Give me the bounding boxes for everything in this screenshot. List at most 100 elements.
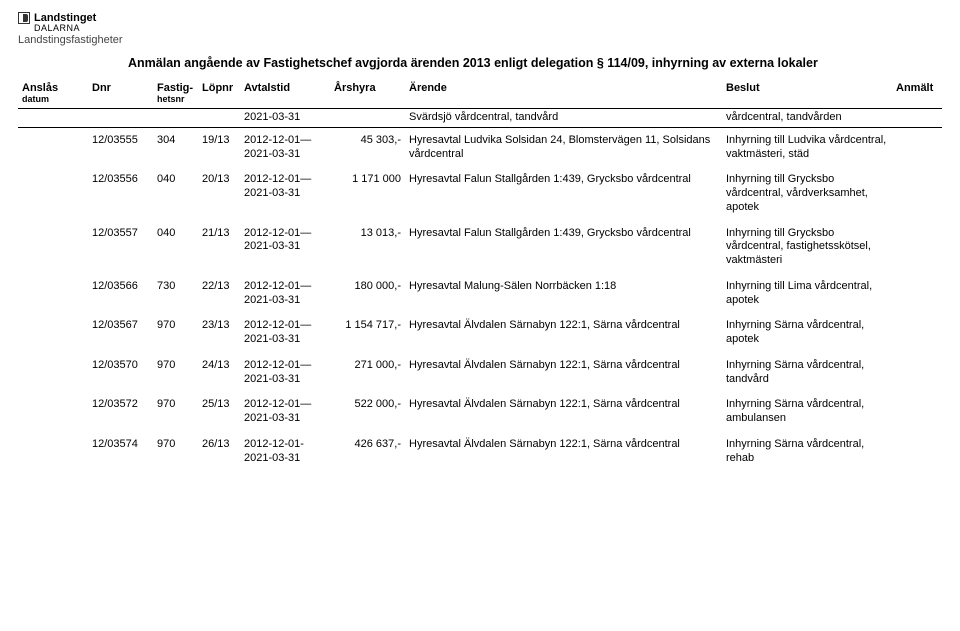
table-row: 12/0357097024/132012-12-01—2021-03-31271… [18,353,942,393]
cell-beslut: Inhyrning Särna vårdcentral, apotek [722,313,892,353]
cell-arende: Hyresavtal Älvdalen Särnabyn 122:1, Särn… [405,353,722,393]
cell-arende: Hyresavtal Älvdalen Särnabyn 122:1, Särn… [405,432,722,472]
cell-arende: Hyresavtal Falun Stallgården 1:439, Gryc… [405,167,722,220]
cell-anmalt [892,353,942,393]
th-anslas: Anslås datum [18,80,88,109]
cell-arshyra: 271 000,- [330,353,405,393]
cell-arende: Hyresavtal Malung-Sälen Norrbäcken 1:18 [405,274,722,314]
table-row: 12/0355530419/132012-12-01—2021-03-3145 … [18,127,942,167]
th-arende: Ärende [405,80,722,109]
cell-anslas [18,221,88,274]
cell-dnr: 12/03572 [88,392,153,432]
cell-anmalt [892,167,942,220]
cell-dnr: 12/03556 [88,167,153,220]
cell-anmalt [892,313,942,353]
cell-lopnr: 25/13 [198,392,240,432]
cell-dnr: 12/03555 [88,127,153,167]
th-fastig-l1: Fastig- [157,82,193,94]
cell-anmalt [892,127,942,167]
cell-anmalt [892,432,942,472]
th-anslas-l1: Anslås [22,82,58,94]
cell-avtal: 2012-12-01—2021-03-31 [240,313,330,353]
table-row: 12/0355704021/132012-12-01—2021-03-3113 … [18,221,942,274]
cell-arende: Hyresavtal Älvdalen Särnabyn 122:1, Särn… [405,313,722,353]
cell-arshyra: 522 000,- [330,392,405,432]
cell-fast: 970 [153,392,198,432]
cell-beslut: Inhyrning Särna vårdcentral, rehab [722,432,892,472]
cell-fast: 970 [153,353,198,393]
cell-arshyra: 180 000,- [330,274,405,314]
table-row: 12/0355604020/132012-12-01—2021-03-311 1… [18,167,942,220]
cell-lopnr: 22/13 [198,274,240,314]
th-lopnr: Löpnr [198,80,240,109]
cell-dnr: 12/03557 [88,221,153,274]
cell-dnr: 12/03570 [88,353,153,393]
cell-avtal: 2012-12-01—2021-03-31 [240,392,330,432]
th-avtalstid: Avtalstid [240,80,330,109]
cell-dnr: 12/03574 [88,432,153,472]
data-table: Anslås datum Dnr Fastig- hetsnr Löpnr Av… [18,80,942,471]
cell-fast: 040 [153,221,198,274]
cell-lopnr: 26/13 [198,432,240,472]
cell-dnr: 12/03567 [88,313,153,353]
cell-dnr: 12/03566 [88,274,153,314]
cell-anslas [18,432,88,472]
cell-avtal: 2012-12-01-2021-03-31 [240,432,330,472]
cell-lopnr: 24/13 [198,353,240,393]
cell-fast: 970 [153,313,198,353]
cont-arende: Svärdsjö vårdcentral, tandvård [405,109,722,128]
cell-avtal: 2012-12-01—2021-03-31 [240,274,330,314]
cell-arshyra: 45 303,- [330,127,405,167]
cell-anslas [18,353,88,393]
cell-arende: Hyresavtal Falun Stallgården 1:439, Gryc… [405,221,722,274]
cell-anslas [18,392,88,432]
cell-anslas [18,127,88,167]
logo-icon [18,12,30,24]
cell-anmalt [892,274,942,314]
cell-anslas [18,167,88,220]
th-beslut: Beslut [722,80,892,109]
cell-anmalt [892,221,942,274]
cell-avtal: 2012-12-01—2021-03-31 [240,127,330,167]
th-fastig: Fastig- hetsnr [153,80,198,109]
th-arshyra: Årshyra [330,80,405,109]
cell-lopnr: 21/13 [198,221,240,274]
cont-beslut: vårdcentral, tandvården [722,109,892,128]
cell-beslut: Inhyrning Särna vårdcentral, tandvård [722,353,892,393]
cell-anslas [18,313,88,353]
cell-beslut: Inhyrning till Grycksbo vårdcentral, vår… [722,167,892,220]
cell-beslut: Inhyrning till Ludvika vårdcentral, vakt… [722,127,892,167]
cell-lopnr: 23/13 [198,313,240,353]
cell-beslut: Inhyrning Särna vårdcentral, ambulansen [722,392,892,432]
th-dnr: Dnr [88,80,153,109]
th-fastig-l2: hetsnr [157,94,194,104]
cell-fast: 970 [153,432,198,472]
cell-fast: 040 [153,167,198,220]
table-header-row: Anslås datum Dnr Fastig- hetsnr Löpnr Av… [18,80,942,109]
cell-avtal: 2012-12-01—2021-03-31 [240,353,330,393]
cont-avtal: 2021-03-31 [240,109,330,128]
cell-fast: 730 [153,274,198,314]
table-row: 12/0356673022/132012-12-01—2021-03-31180… [18,274,942,314]
table-row: 12/0356797023/132012-12-01—2021-03-311 1… [18,313,942,353]
cell-beslut: Inhyrning till Grycksbo vårdcentral, fas… [722,221,892,274]
continuation-row: 2021-03-31 Svärdsjö vårdcentral, tandvår… [18,109,942,128]
cell-arshyra: 13 013,- [330,221,405,274]
logo-block: Landstinget DALARNA Landstingsfastighete… [18,12,942,46]
table-row: 12/0357497026/132012-12-01-2021-03-31426… [18,432,942,472]
cell-fast: 304 [153,127,198,167]
th-anslas-l2: datum [22,94,84,104]
table-row: 12/0357297025/132012-12-01—2021-03-31522… [18,392,942,432]
cell-avtal: 2012-12-01—2021-03-31 [240,167,330,220]
document-title: Anmälan angående av Fastighetschef avgjo… [128,56,942,70]
logo-line2: DALARNA [34,23,942,33]
cell-arende: Hyresavtal Älvdalen Särnabyn 122:1, Särn… [405,392,722,432]
org-name: Landstingsfastigheter [18,34,942,46]
cell-anslas [18,274,88,314]
cell-lopnr: 19/13 [198,127,240,167]
cell-arende: Hyresavtal Ludvika Solsidan 24, Blomster… [405,127,722,167]
cell-beslut: Inhyrning till Lima vårdcentral, apotek [722,274,892,314]
cell-avtal: 2012-12-01—2021-03-31 [240,221,330,274]
th-anmalt: Anmält [892,80,942,109]
cell-anmalt [892,392,942,432]
